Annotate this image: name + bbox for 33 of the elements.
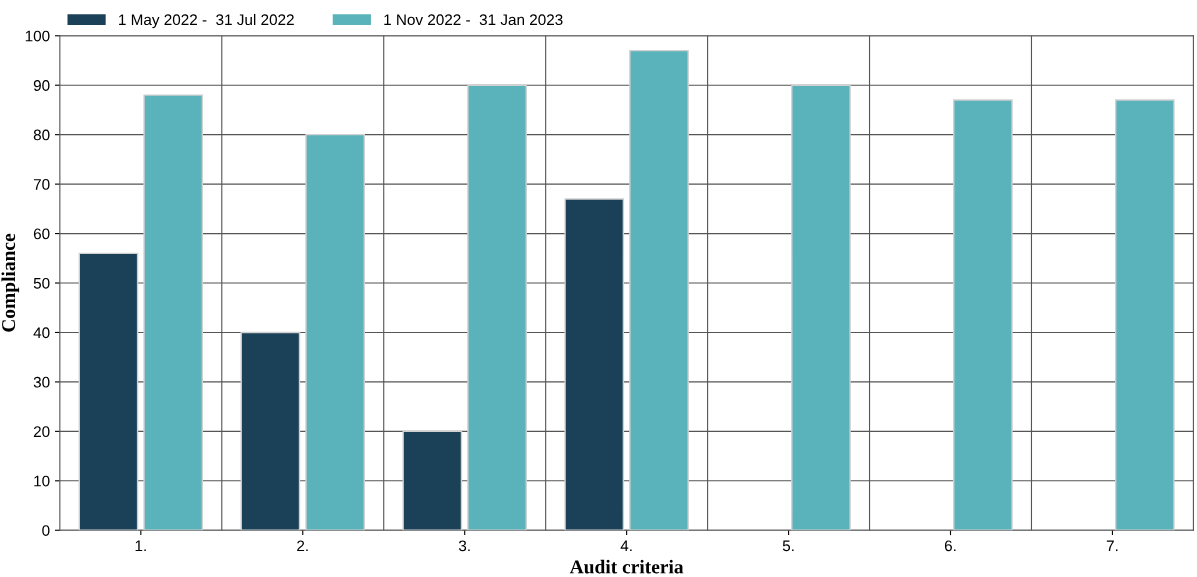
x-axis-title: Audit criteria (569, 559, 684, 574)
x-tick-label: 4. (620, 540, 632, 552)
x-tick-label: 1. (135, 540, 146, 552)
bar (791, 84, 851, 531)
y-tick-label: 60 (33, 228, 50, 240)
x-tick-label: 5. (782, 540, 794, 552)
y-tick-label: 70 (33, 178, 50, 190)
legend-label: 1 Nov 2022 - 31 Jan 2023 (384, 14, 563, 26)
x-tick-label: 6. (944, 540, 956, 552)
y-tick-label: 10 (34, 475, 50, 487)
y-tick-label: 50 (33, 277, 50, 289)
bar (305, 133, 365, 531)
y-tick-label: 100 (25, 30, 50, 42)
bar (240, 331, 301, 531)
y-tick-label: 80 (33, 129, 50, 141)
legend-label: 1 May 2022 - 31 Jul 2022 (119, 13, 294, 29)
y-axis-title: Compliance (1, 233, 20, 332)
bar (564, 198, 625, 531)
bar (629, 49, 689, 531)
bar (402, 430, 463, 531)
y-tick-label: 0 (42, 525, 50, 536)
bar (467, 84, 527, 531)
y-tick-label: 30 (33, 376, 50, 388)
x-tick-label: 2. (297, 540, 308, 552)
bar (953, 99, 1013, 531)
bar (143, 94, 204, 531)
bar (78, 252, 139, 531)
x-tick-label: 3. (458, 540, 470, 552)
y-tick-label: 20 (33, 426, 50, 438)
x-tick-label: 7. (1106, 540, 1118, 552)
y-tick-label: 90 (33, 80, 50, 91)
bar (1114, 99, 1175, 531)
y-tick-label: 40 (33, 327, 50, 339)
